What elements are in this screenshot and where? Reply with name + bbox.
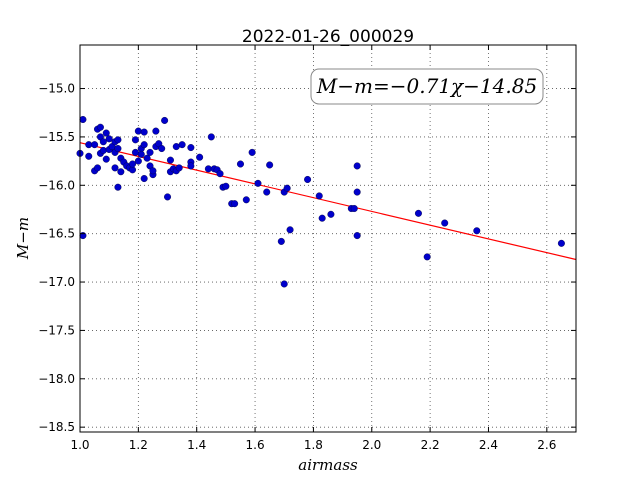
x-tick-label: 2.2 [421, 438, 440, 452]
data-point [137, 150, 145, 158]
y-tick-label: −17.5 [38, 323, 75, 337]
data-point [350, 205, 358, 213]
data-point [140, 141, 148, 149]
data-point [266, 161, 274, 169]
data-point [85, 152, 93, 160]
x-tick-label: 2.6 [537, 438, 556, 452]
data-point [114, 183, 122, 191]
y-tick-label: −15.5 [38, 130, 75, 144]
x-tick-label: 1.8 [304, 438, 323, 452]
y-tick-label: −18.5 [38, 420, 75, 434]
data-point [231, 200, 239, 208]
data-point [175, 164, 183, 172]
data-point [158, 145, 166, 153]
data-point [204, 165, 212, 173]
data-point [134, 127, 142, 135]
x-axis-ticks: 1.0 1.2 1.4 1.6 1.8 2.0 2.2 2.4 2.6 [70, 45, 556, 452]
data-point [318, 214, 326, 222]
y-axis-label: M−m [14, 217, 32, 260]
data-point [164, 193, 172, 201]
data-point [161, 116, 169, 124]
y-tick-label: −16.0 [38, 178, 75, 192]
fit-line-group [79, 142, 577, 261]
y-tick-label: −17.0 [38, 275, 75, 289]
data-point [263, 188, 271, 196]
x-tick-label: 1.0 [70, 438, 89, 452]
data-point [114, 136, 122, 144]
data-point [140, 128, 148, 136]
data-point [187, 162, 195, 170]
data-points [76, 115, 565, 288]
data-point [254, 179, 262, 187]
data-point [441, 219, 449, 227]
plot-frame [79, 44, 577, 433]
data-point [283, 184, 291, 192]
data-point [353, 162, 361, 170]
data-point [414, 209, 422, 217]
data-point [85, 141, 93, 149]
data-point [286, 226, 294, 234]
fit-equation: M−m=−0.71χ−14.85 [316, 74, 537, 98]
data-point [134, 157, 142, 165]
data-point [114, 145, 122, 153]
data-point [131, 148, 139, 156]
data-point [149, 167, 157, 175]
x-tick-label: 2.4 [479, 438, 498, 452]
data-point [242, 196, 250, 204]
data-point [353, 232, 361, 240]
data-point [99, 138, 107, 146]
data-point [146, 148, 154, 156]
data-point [102, 155, 110, 163]
data-point [111, 164, 119, 172]
y-tick-label: −15.0 [38, 82, 75, 96]
x-tick-label: 1.6 [246, 438, 265, 452]
x-tick-label: 2.0 [362, 438, 381, 452]
data-point [222, 182, 230, 190]
data-point [117, 168, 125, 176]
data-point [473, 227, 481, 235]
data-point [105, 135, 113, 143]
data-point [280, 280, 288, 288]
data-point [236, 160, 244, 168]
data-point [96, 123, 104, 131]
y-axis-ticks: −15.0 −15.5 −16.0 −16.5 −17.0 −17.5 −18.0 −18.5 [38, 82, 576, 434]
data-point [91, 141, 99, 149]
data-point [166, 156, 174, 164]
x-tick-label: 1.4 [187, 438, 206, 452]
data-point [99, 146, 107, 154]
data-point [102, 129, 110, 137]
data-point [557, 239, 565, 247]
data-point [277, 237, 285, 245]
y-tick-label: −18.0 [38, 372, 75, 386]
data-point [178, 141, 186, 149]
data-point [143, 154, 151, 162]
data-point [315, 192, 323, 200]
data-point [423, 253, 431, 261]
x-tick-label: 1.2 [129, 438, 148, 452]
x-axis-label: airmass [298, 456, 358, 474]
y-tick-label: −16.5 [38, 227, 75, 241]
data-point [196, 153, 204, 161]
data-point [94, 164, 102, 172]
data-point [248, 148, 256, 156]
data-point [152, 127, 160, 135]
data-point [140, 175, 148, 183]
data-point [131, 136, 139, 144]
fit-equation-box [310, 68, 544, 105]
data-point [304, 175, 312, 183]
chart-title: 2022-01-26_000029 [242, 27, 414, 47]
data-point [216, 170, 224, 178]
data-point [327, 210, 335, 218]
data-point [79, 115, 87, 123]
data-point [172, 143, 180, 151]
data-point [129, 160, 137, 168]
data-point [187, 144, 195, 152]
data-point [353, 188, 361, 196]
fit-line [79, 142, 577, 261]
data-point [207, 133, 215, 141]
